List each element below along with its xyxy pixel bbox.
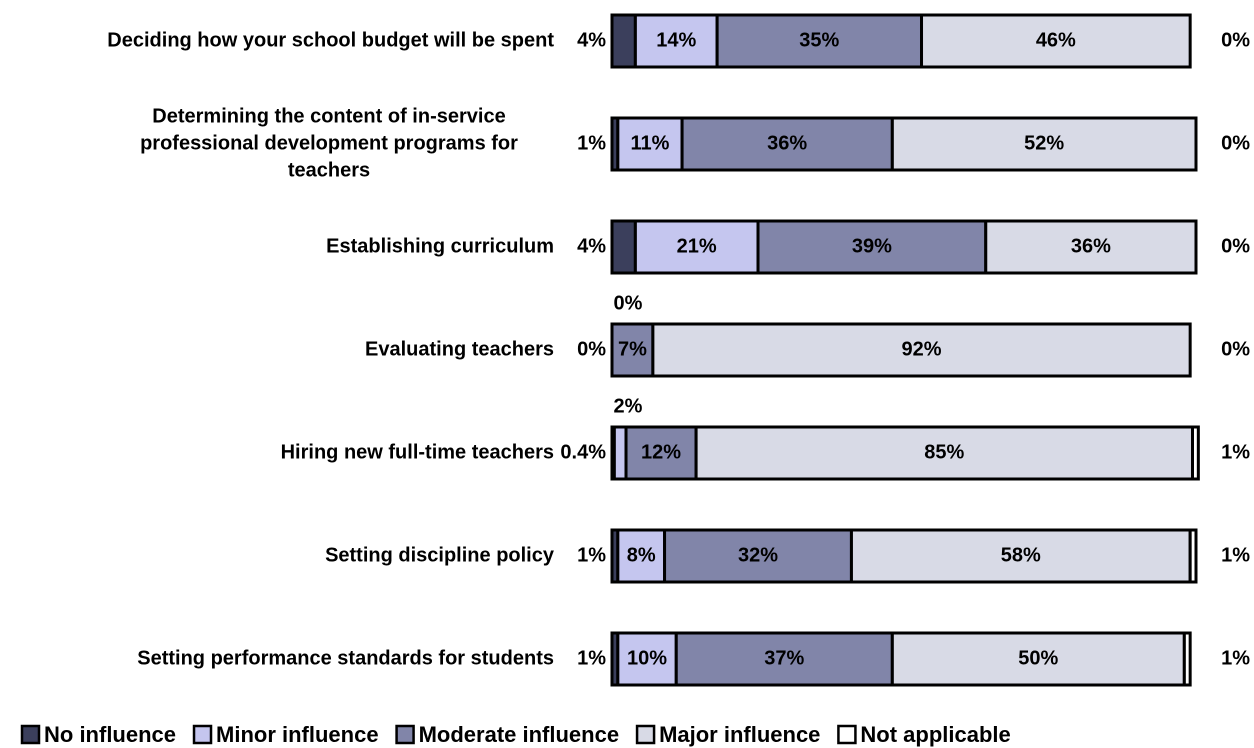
bar-segment: [890, 116, 1198, 172]
value-label: 0%: [577, 338, 606, 360]
bar-segment: [890, 631, 1186, 687]
value-label: 0%: [1221, 235, 1250, 257]
value-label: 1%: [577, 544, 606, 566]
value-label: 7%: [618, 338, 647, 360]
bar-segment: [920, 13, 1192, 69]
value-label: 0%: [1221, 29, 1250, 51]
value-label: 2%: [614, 395, 643, 417]
bar-segment: [610, 13, 637, 69]
value-label: 1%: [1221, 647, 1250, 669]
value-label: 58%: [1001, 544, 1041, 566]
legend-swatch: [192, 724, 213, 745]
bar-segment: [674, 631, 894, 687]
legend-swatch: [395, 724, 415, 745]
bar-segment: [633, 219, 760, 275]
value-label: 85%: [924, 441, 964, 463]
value-label: 4%: [577, 235, 606, 257]
bar-segment: [715, 13, 924, 69]
bar-segment: [610, 322, 655, 378]
bar-segment: [633, 13, 719, 69]
bar-segment: [610, 219, 637, 275]
value-label: 12%: [641, 441, 681, 463]
category-label: Evaluating teachers: [365, 338, 554, 361]
legend-label: Moderate influence: [419, 722, 619, 747]
value-label: 1%: [1221, 441, 1250, 463]
value-label: 10%: [627, 647, 667, 669]
value-label: 32%: [738, 544, 778, 566]
legend-swatch: [635, 724, 656, 745]
value-label: 11%: [630, 132, 669, 154]
value-label: 92%: [902, 338, 942, 360]
value-label: 36%: [1071, 235, 1111, 257]
value-label: 0.4%: [560, 441, 606, 463]
category-label: Setting performance standards for studen…: [137, 647, 554, 670]
bar-segment: [612, 425, 628, 481]
value-label: 1%: [577, 132, 606, 154]
legend-label: Minor influence: [216, 722, 379, 747]
bar-segment: [680, 116, 894, 172]
bar-segment: [616, 116, 684, 172]
legend-label: Not applicable: [860, 722, 1010, 747]
bar-segment: [984, 219, 1198, 275]
value-label: 0%: [1221, 338, 1250, 360]
value-label: 46%: [1036, 29, 1076, 51]
legend-label: No influence: [44, 722, 176, 747]
bar-segment: [694, 425, 1194, 481]
bar-segment: [624, 425, 698, 481]
category-label: Determining the content of in-service pr…: [140, 105, 518, 182]
value-label: 4%: [577, 29, 606, 51]
value-label: 1%: [1221, 544, 1250, 566]
value-label: 35%: [799, 29, 839, 51]
category-label: Deciding how your school budget will be …: [107, 29, 554, 52]
legend-swatch: [20, 724, 41, 745]
value-label: 21%: [677, 235, 717, 257]
value-label: 8%: [627, 544, 656, 566]
value-label: 36%: [767, 132, 807, 154]
value-label: 14%: [656, 29, 696, 51]
bar-segment: [616, 528, 667, 584]
bar-segment: [1182, 631, 1192, 687]
value-label: 0%: [614, 292, 643, 314]
value-label: 52%: [1024, 132, 1064, 154]
bar-segment: [1188, 528, 1198, 584]
value-label: 39%: [852, 235, 892, 257]
legend-label: Major influence: [659, 722, 820, 747]
category-label: Setting discipline policy: [325, 544, 554, 567]
value-label: 37%: [764, 647, 804, 669]
value-label: 0%: [1221, 132, 1250, 154]
value-label: 1%: [577, 647, 606, 669]
bar-segment: [756, 219, 988, 275]
bar-segment: [1190, 425, 1200, 481]
value-label: 50%: [1018, 647, 1058, 669]
category-label: Establishing curriculum: [326, 235, 554, 258]
legend-swatch: [837, 724, 857, 745]
category-label: Hiring new full-time teachers: [280, 441, 554, 464]
bar-segment: [651, 322, 1192, 378]
